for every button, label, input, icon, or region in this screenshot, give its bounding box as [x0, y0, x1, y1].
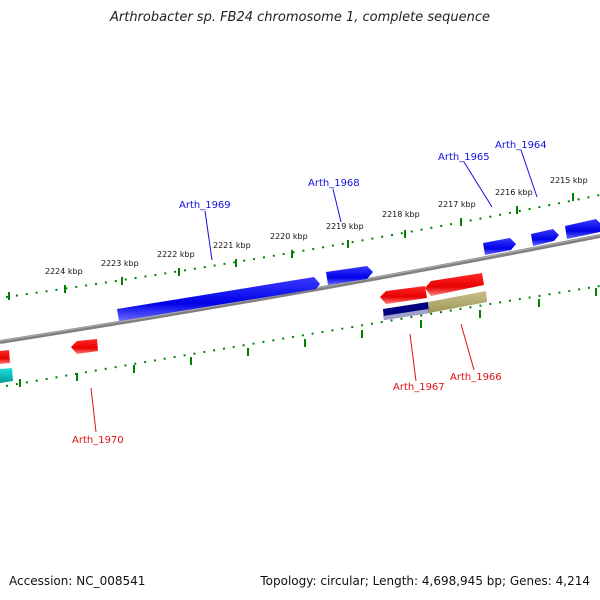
tick-label-2224: 2224 kbp — [45, 267, 83, 276]
tick-label-2219: 2219 kbp — [326, 222, 364, 231]
tick-label-2217: 2217 kbp — [438, 200, 476, 209]
gene-label-arth-1966: Arth_1966 — [450, 372, 502, 383]
forward-gene-arth-1968[interactable] — [326, 266, 373, 285]
gene-label-arth-1965: Arth_1965 — [438, 152, 490, 163]
chromosome-backbone — [0, 234, 600, 344]
reverse-gene-partial-left[interactable] — [0, 350, 10, 364]
map-title: Arthrobacter sp. FB24 chromosome 1, comp… — [109, 10, 491, 25]
gene-label-arth-1970: Arth_1970 — [72, 435, 124, 446]
gene-label-arth-1967: Arth_1967 — [393, 382, 445, 393]
tick-label-2221: 2221 kbp — [213, 241, 251, 250]
label-leaders — [90, 149, 538, 433]
gene-label-arth-1964: Arth_1964 — [495, 140, 547, 151]
forward-gene-partial[interactable] — [565, 219, 600, 239]
tick-label-2215: 2215 kbp — [550, 176, 588, 185]
gene-label-arth-1969: Arth_1969 — [179, 200, 231, 211]
reverse-gene-arth-1970[interactable] — [71, 339, 98, 354]
major-ticks-inner — [19, 288, 597, 387]
reverse-gene-arth-1967[interactable] — [380, 286, 427, 304]
gene-label-arth-1968: Arth_1968 — [308, 178, 360, 189]
tick-label-2222: 2222 kbp — [157, 250, 195, 259]
reverse-gene-arth-1966[interactable] — [425, 273, 484, 296]
major-ticks — [8, 193, 574, 300]
tick-label-2220: 2220 kbp — [270, 232, 308, 241]
tick-label-2216: 2216 kbp — [495, 188, 533, 197]
inner-tick-track — [5, 285, 600, 387]
topology-text: Topology: circular; Length: 4,698,945 bp… — [260, 574, 590, 588]
feature-navy[interactable] — [383, 302, 429, 320]
tick-label-2218: 2218 kbp — [382, 210, 420, 219]
forward-gene-arth-1969[interactable] — [117, 277, 320, 321]
forward-gene-arth-1964[interactable] — [531, 229, 559, 246]
accession-text: Accession: NC_008541 — [9, 574, 146, 588]
feature-cyan-partial[interactable] — [0, 368, 13, 383]
forward-gene-arth-1965[interactable] — [483, 238, 516, 255]
feature-olive[interactable] — [428, 291, 487, 313]
tick-label-2223: 2223 kbp — [101, 259, 139, 268]
